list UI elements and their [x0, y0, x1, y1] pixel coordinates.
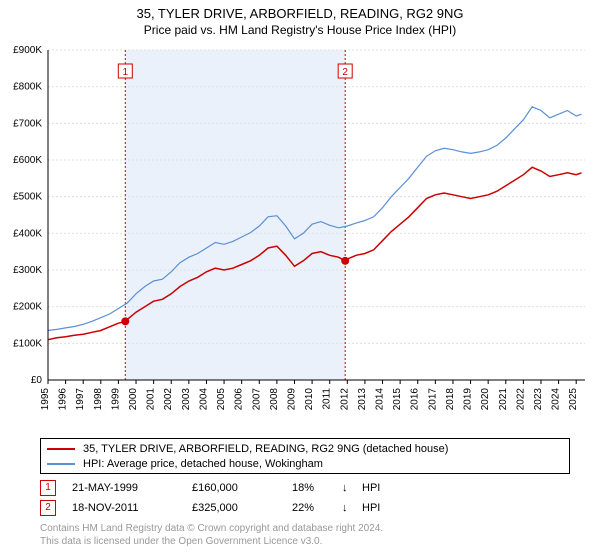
title-sub: Price paid vs. HM Land Registry's House …	[0, 23, 600, 37]
x-tick-label: 2003	[181, 388, 192, 411]
x-tick-label: 1999	[110, 388, 121, 411]
x-tick-label: 2007	[251, 388, 262, 411]
x-tick-label: 2011	[322, 388, 333, 410]
shaded-band	[125, 50, 345, 380]
x-tick-label: 1998	[93, 388, 104, 411]
y-tick-label: £0	[31, 375, 43, 386]
legend-row: HPI: Average price, detached house, Woki…	[47, 456, 563, 471]
legend-label: 35, TYLER DRIVE, ARBORFIELD, READING, RG…	[83, 443, 448, 455]
x-tick-label: 1995	[40, 388, 51, 411]
x-tick-label: 2000	[128, 388, 139, 411]
x-tick-label: 2001	[146, 388, 157, 411]
x-tick-label: 2020	[480, 388, 491, 411]
x-tick-label: 2004	[198, 388, 209, 411]
legend-swatch	[47, 463, 75, 465]
transactions-table: 1 21-MAY-1999£160,00018%↓HPI 2 18-NOV-2011£…	[40, 478, 392, 518]
legend-swatch	[47, 448, 75, 450]
y-tick-label: £300K	[13, 265, 42, 276]
x-tick-label: 2009	[286, 388, 297, 411]
chart-container: 35, TYLER DRIVE, ARBORFIELD, READING, RG…	[0, 0, 600, 560]
tx-row-price: £160,000	[192, 482, 292, 494]
x-tick-label: 2014	[375, 388, 386, 411]
tx-row-marker: 1	[40, 480, 56, 496]
x-tick-label: 2008	[269, 388, 280, 411]
tx-row-pct: 18%	[292, 482, 342, 494]
tx-row-date: 21-MAY-1999	[72, 482, 192, 494]
footer: Contains HM Land Registry data © Crown c…	[40, 522, 383, 548]
legend-label: HPI: Average price, detached house, Woki…	[83, 458, 323, 470]
x-tick-label: 1997	[75, 388, 86, 411]
tx-row-price: £325,000	[192, 502, 292, 514]
y-tick-label: £800K	[13, 82, 42, 93]
x-tick-label: 2006	[234, 388, 245, 411]
x-tick-label: 2018	[445, 388, 456, 411]
x-tick-label: 2016	[410, 388, 421, 411]
y-tick-label: £100K	[13, 338, 42, 349]
footer-line2: This data is licensed under the Open Gov…	[40, 535, 383, 548]
y-tick-label: £600K	[13, 155, 42, 166]
down-arrow-icon: ↓	[342, 502, 362, 514]
x-tick-label: 2012	[339, 388, 350, 411]
tx-row: 1 21-MAY-1999£160,00018%↓HPI	[40, 478, 392, 498]
x-tick-label: 2022	[515, 388, 526, 411]
x-tick-label: 1996	[58, 388, 69, 411]
chart-svg: £0 £100K £200K £300K £400K £500K £600K £700K £80…	[0, 40, 600, 430]
tx-row-pct: 22%	[292, 502, 342, 514]
y-tick-label: £900K	[13, 45, 42, 56]
x-tick-label: 2002	[163, 388, 174, 411]
y-tick-label: £500K	[13, 192, 42, 203]
x-tick-label: 2021	[498, 388, 509, 411]
x-tick-label: 2015	[392, 388, 403, 411]
legend-box: 35, TYLER DRIVE, ARBORFIELD, READING, RG…	[40, 438, 570, 474]
x-tick-label: 2017	[427, 388, 438, 411]
tx-row: 2 18-NOV-2011£325,00022%↓HPI	[40, 498, 392, 518]
x-tick-label: 2024	[551, 388, 562, 411]
down-arrow-icon: ↓	[342, 482, 362, 494]
y-tick-label: £200K	[13, 302, 42, 313]
y-tick-label: £400K	[13, 228, 42, 239]
title-main: 35, TYLER DRIVE, ARBORFIELD, READING, RG…	[0, 6, 600, 21]
tx-row-ref: HPI	[362, 502, 392, 514]
tx-row-ref: HPI	[362, 482, 392, 494]
tx-row-marker: 2	[40, 500, 56, 516]
x-tick-label: 2005	[216, 388, 227, 411]
tx-row-date: 18-NOV-2011	[72, 502, 192, 514]
x-tick-label: 2013	[357, 388, 368, 411]
footer-line1: Contains HM Land Registry data © Crown c…	[40, 522, 383, 535]
titles: 35, TYLER DRIVE, ARBORFIELD, READING, RG…	[0, 0, 600, 37]
x-tick-label: 2025	[568, 388, 579, 411]
x-tick-label: 2023	[533, 388, 544, 411]
legend-row: 35, TYLER DRIVE, ARBORFIELD, READING, RG…	[47, 441, 563, 456]
y-tick-label: £700K	[13, 118, 42, 129]
tx-marker-label: 1	[123, 67, 129, 78]
x-tick-label: 2019	[463, 388, 474, 411]
x-tick-label: 2010	[304, 388, 315, 411]
tx-marker-label: 2	[342, 67, 348, 78]
